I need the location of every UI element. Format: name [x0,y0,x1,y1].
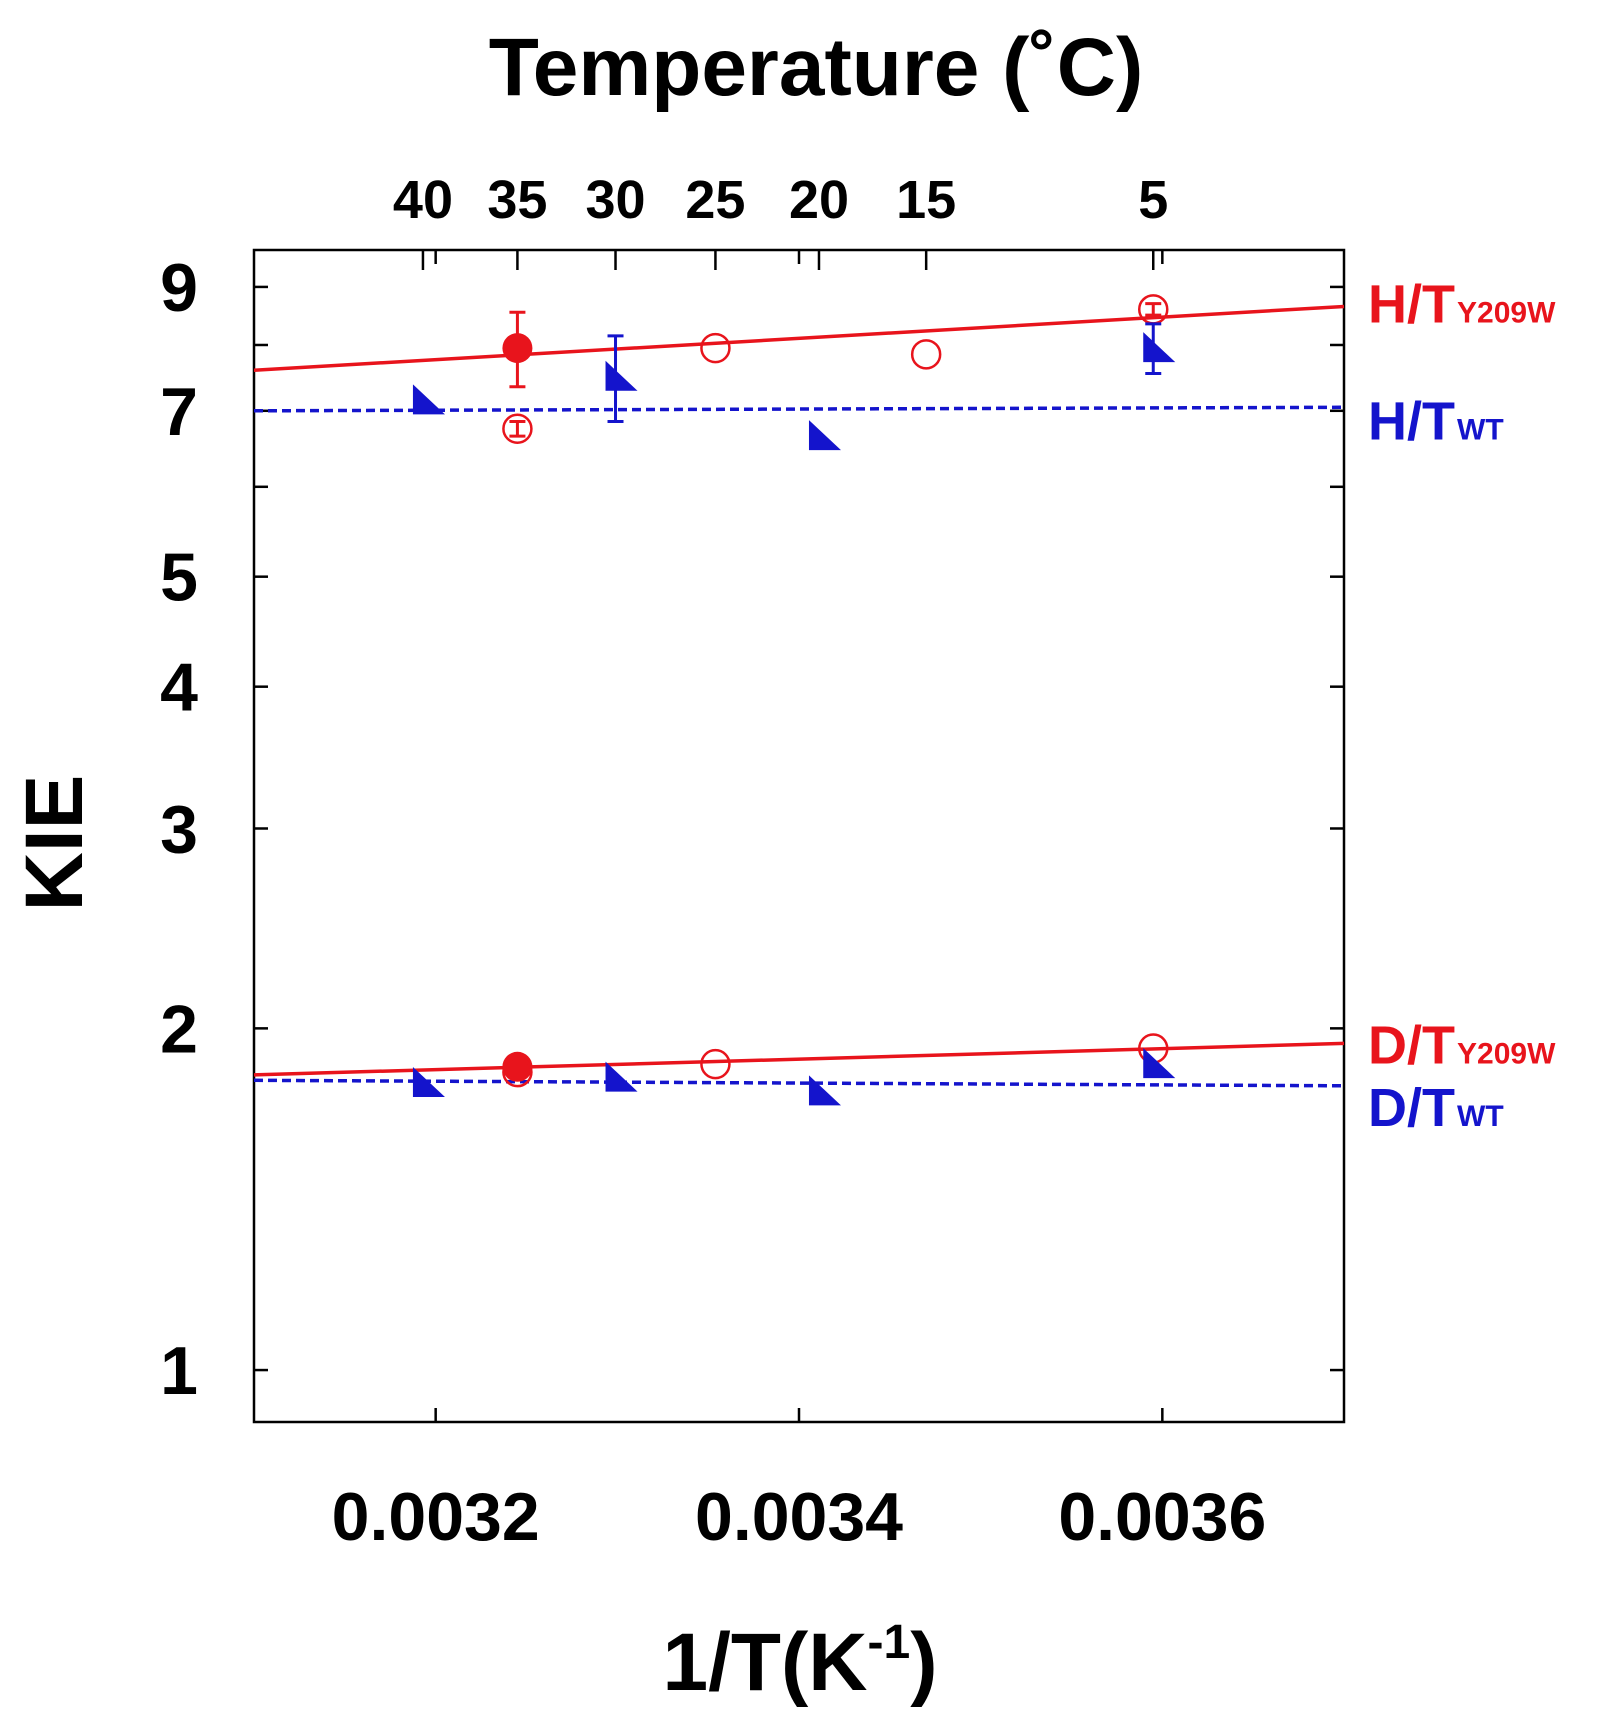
top-tick-label: 35 [487,170,547,230]
data-points [412,294,1176,1106]
data-point-filled-triangle [1143,1048,1176,1079]
x-tick-label: 0.0036 [1058,1479,1266,1555]
top-axis-title: Temperature (˚C) [489,22,1144,113]
y-tick-label: 1 [160,1333,198,1409]
series-label: H/TWT [1368,391,1504,451]
series-label-sub: Y209W [1457,1037,1556,1070]
data-point-open-circle [502,1056,533,1088]
data-point-filled-triangle [808,1075,841,1106]
y-tick-label: 9 [160,250,198,326]
data-point-filled-triangle [605,1061,638,1092]
fit-line [253,304,1345,373]
top-tick-label: 40 [393,170,453,230]
y-tick-label: 7 [160,374,198,450]
series-label-main: H/T [1368,274,1455,334]
data-point-open-circle [910,339,942,370]
top-tick-label: 25 [685,170,745,230]
x-axis-title-close: ) [910,1617,937,1708]
top-tick-label: 30 [585,170,645,230]
series-label-sub: WT [1457,413,1504,446]
series-label-sub: WT [1457,1100,1504,1133]
series-label-main: D/T [1368,1078,1455,1138]
fit-lines [253,304,1345,1088]
top-tick-label: 20 [789,170,849,230]
data-point-filled-triangle [808,420,841,451]
x-axis-title: 1/T(K-1) [663,1616,938,1708]
data-point-open-circle [700,332,731,364]
data-point-filled-triangle [1143,332,1176,363]
series-label: D/TWT [1368,1078,1504,1138]
data-point-open-circle [700,1048,731,1080]
ticks-layer: 0.0032 0.0034 0.0036 1 2 3 4 5 7 9 40 35 30 25 20 15 5 [160,170,1344,1555]
series-label-sub: Y209W [1457,296,1556,329]
plot-frame [252,248,1346,1424]
data-point-open-circle [502,413,533,444]
x-tick-label: 0.0032 [332,1479,540,1555]
x-tick-label: 0.0034 [695,1479,903,1555]
x-axis-title-main: 1/T(K [663,1617,868,1708]
top-tick-label: 15 [896,170,956,230]
series-label-main: D/T [1368,1015,1455,1075]
data-point-filled-circle [502,333,533,364]
data-point-filled-triangle [412,1067,445,1098]
data-point-filled-triangle [605,360,638,391]
y-tick-label: 3 [160,791,198,867]
y-tick-label: 5 [160,540,198,616]
top-tick-label: 5 [1138,170,1168,230]
data-point-filled-circle [502,1051,533,1082]
series-label: D/TY209W [1368,1015,1556,1075]
series-label-main: H/T [1368,391,1455,451]
y-tick-label: 4 [160,650,198,726]
y-tick-label: 2 [160,991,198,1067]
x-axis-title-sup: -1 [868,1616,911,1669]
data-point-filled-triangle [412,384,445,415]
y-axis-title: KIE [9,775,100,912]
fit-line [253,1041,1345,1077]
series-label: H/TY209W [1368,274,1556,334]
